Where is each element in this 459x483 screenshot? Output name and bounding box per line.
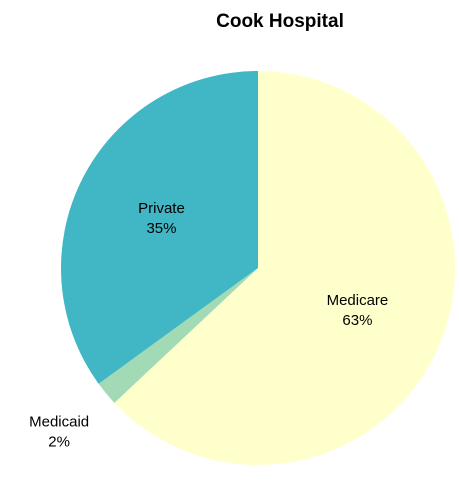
chart-title: Cook Hospital xyxy=(216,11,344,32)
slice-value-label: 63% xyxy=(342,312,372,329)
pie-slice xyxy=(98,268,258,403)
slice-label: Medicare xyxy=(327,292,389,309)
pie-slice xyxy=(60,70,258,384)
slice-label: Private xyxy=(138,200,185,217)
slice-value-label: 35% xyxy=(146,220,176,237)
slice-label: Medicaid xyxy=(29,413,89,430)
slice-value-label: 2% xyxy=(48,433,70,450)
pie-slice xyxy=(114,71,455,465)
